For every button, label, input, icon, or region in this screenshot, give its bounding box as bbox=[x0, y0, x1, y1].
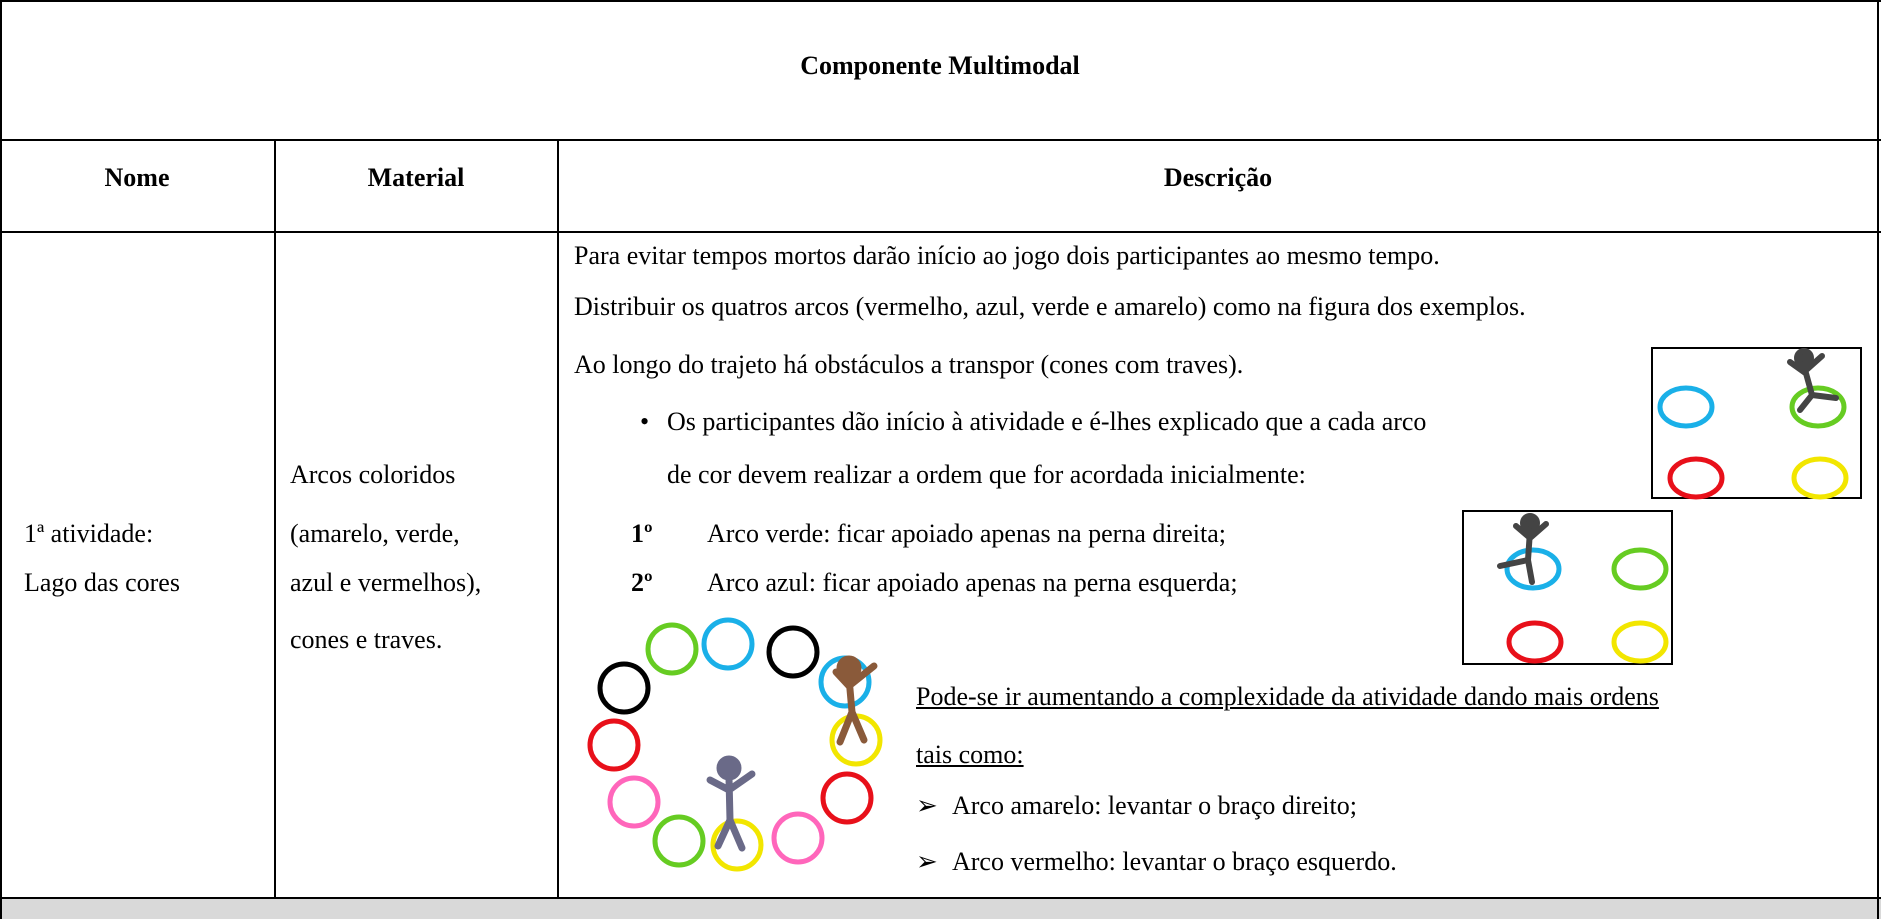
border bbox=[0, 0, 2, 919]
border bbox=[274, 139, 276, 898]
title: Componente Multimodal bbox=[800, 51, 1080, 80]
border bbox=[0, 231, 1881, 233]
paragraph: Para evitar tempos mortos darão início a… bbox=[574, 241, 1440, 270]
bullet-dot: • bbox=[640, 407, 650, 436]
cell-text: 1ª atividade: bbox=[24, 519, 154, 548]
extra-order: Arco amarelo: levantar o braço direito; bbox=[952, 791, 1357, 820]
arrow-bullet: ➢ bbox=[916, 847, 938, 876]
header-cell: Nome bbox=[104, 163, 170, 192]
border bbox=[0, 0, 1881, 2]
border bbox=[1877, 0, 1879, 919]
border bbox=[557, 139, 559, 898]
paragraph: Ao longo do trajeto há obstáculos a tran… bbox=[574, 350, 1244, 379]
bullet-text: Os participantes dão início à atividade … bbox=[667, 407, 1427, 436]
extra-order: Arco vermelho: levantar o braço esquerdo… bbox=[952, 847, 1397, 876]
cell-text: cones e traves. bbox=[290, 625, 443, 654]
border bbox=[0, 897, 1881, 899]
order-label: 2º bbox=[631, 568, 653, 597]
cell-text: (amarelo, verde, bbox=[290, 519, 460, 548]
example-figure-2 bbox=[1462, 510, 1673, 665]
hoop-circle bbox=[587, 617, 883, 872]
arrow-bullet: ➢ bbox=[916, 791, 938, 820]
cell-text: Arcos coloridos bbox=[290, 460, 456, 489]
footer-row bbox=[0, 898, 1881, 919]
cell-text: azul e vermelhos), bbox=[290, 568, 482, 597]
order-text: Arco verde: ficar apoiado apenas na pern… bbox=[707, 519, 1227, 548]
header-cell: Descrição bbox=[1163, 163, 1273, 192]
bullet-text: de cor devem realizar a ordem que for ac… bbox=[667, 460, 1306, 489]
header-cell: Material bbox=[367, 163, 465, 192]
note: tais como: bbox=[916, 740, 1024, 769]
order-label: 1º bbox=[631, 519, 653, 548]
example-figure-1 bbox=[1651, 347, 1862, 500]
cell-text: Lago das cores bbox=[24, 568, 180, 597]
paragraph: Distribuir os quatros arcos (vermelho, a… bbox=[574, 292, 1526, 321]
order-text: Arco azul: ficar apoiado apenas na perna… bbox=[707, 568, 1238, 597]
border bbox=[0, 139, 1881, 141]
note: Pode-se ir aumentando a complexidade da … bbox=[916, 682, 1659, 711]
